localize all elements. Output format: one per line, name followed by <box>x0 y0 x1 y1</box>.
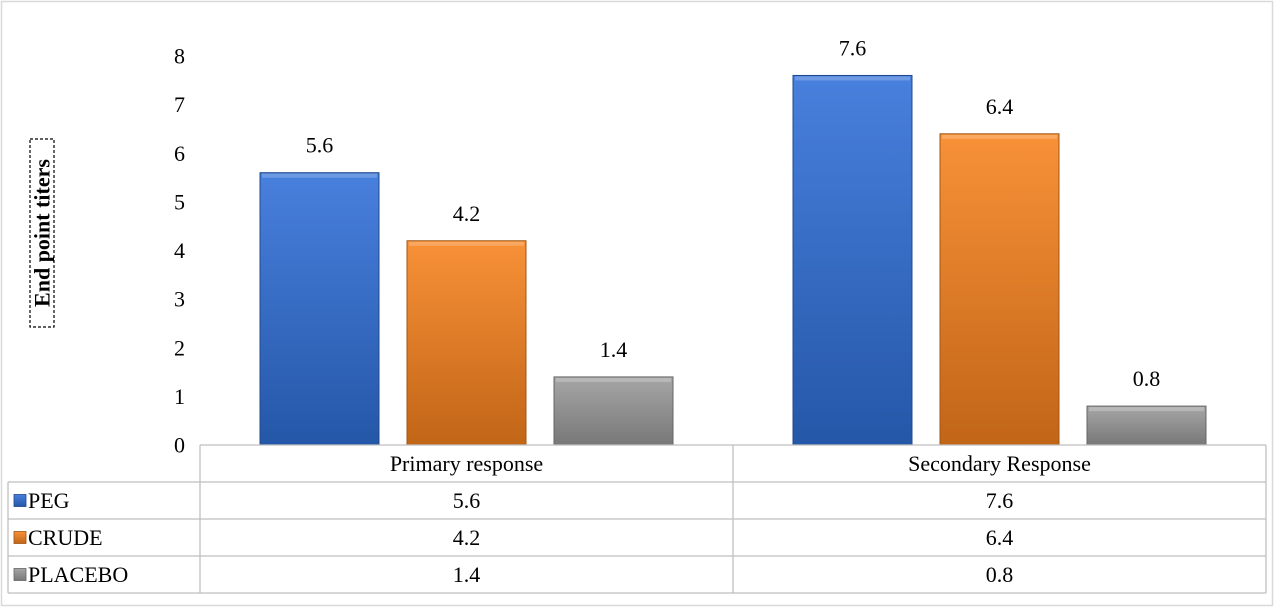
bar-crude-1 <box>406 240 527 446</box>
bar-highlight <box>795 76 910 81</box>
bar-highlight <box>262 173 377 178</box>
bar-highlight <box>409 241 524 246</box>
table-cell: 7.6 <box>986 488 1014 513</box>
bar-placebo-1 <box>553 376 674 446</box>
legend-key-peg <box>13 494 27 507</box>
bar-placebo-2 <box>1086 405 1207 446</box>
bar-highlight <box>556 377 671 382</box>
legend-key-crude <box>13 531 27 544</box>
y-axis-label-group: End point titers <box>29 138 55 328</box>
bar-peg-1 <box>259 172 380 446</box>
category-label: Secondary Response <box>908 451 1091 476</box>
y-tick-label: 2 <box>174 335 185 360</box>
y-tick-label: 8 <box>174 44 185 69</box>
table-cell: 4.2 <box>453 525 481 550</box>
table-cell: 6.4 <box>986 525 1014 550</box>
y-tick-label: 0 <box>174 433 185 458</box>
y-tick-label: 5 <box>174 189 185 214</box>
legend-label: CRUDE <box>28 525 103 550</box>
category-label: Primary response <box>390 451 543 476</box>
legend-key-placebo <box>13 568 27 581</box>
legend-label: PLACEBO <box>28 562 128 587</box>
bar-labels: 5.6 4.2 1.4 7.6 6.4 0.8 <box>306 35 1161 391</box>
data-label: 0.8 <box>1133 366 1161 391</box>
bar-highlight <box>1089 407 1204 412</box>
y-axis-label: End point titers <box>30 159 55 307</box>
data-label: 1.4 <box>600 337 628 362</box>
y-tick-label: 7 <box>174 92 185 117</box>
data-table: Primary response Secondary Response PEG 5.6… <box>7 444 1267 594</box>
table-cell: 0.8 <box>986 562 1014 587</box>
bar-peg-2 <box>792 74 913 446</box>
y-tick-label: 6 <box>174 141 185 166</box>
data-label: 7.6 <box>839 35 867 60</box>
data-label: 4.2 <box>453 201 481 226</box>
table-cell: 1.4 <box>453 562 481 587</box>
y-tick-label: 4 <box>174 238 185 263</box>
bars <box>259 74 1207 446</box>
y-tick-label: 1 <box>174 384 185 409</box>
data-label: 5.6 <box>306 133 334 158</box>
bar-highlight <box>942 134 1057 139</box>
y-axis-ticks: 0 1 2 3 4 5 6 7 8 <box>174 44 185 458</box>
legend-label: PEG <box>28 488 70 513</box>
y-tick-label: 3 <box>174 287 185 312</box>
bar-crude-2 <box>939 133 1060 446</box>
table-cell: 5.6 <box>453 488 481 513</box>
data-label: 6.4 <box>986 94 1014 119</box>
y-axis-label-box <box>29 138 55 328</box>
